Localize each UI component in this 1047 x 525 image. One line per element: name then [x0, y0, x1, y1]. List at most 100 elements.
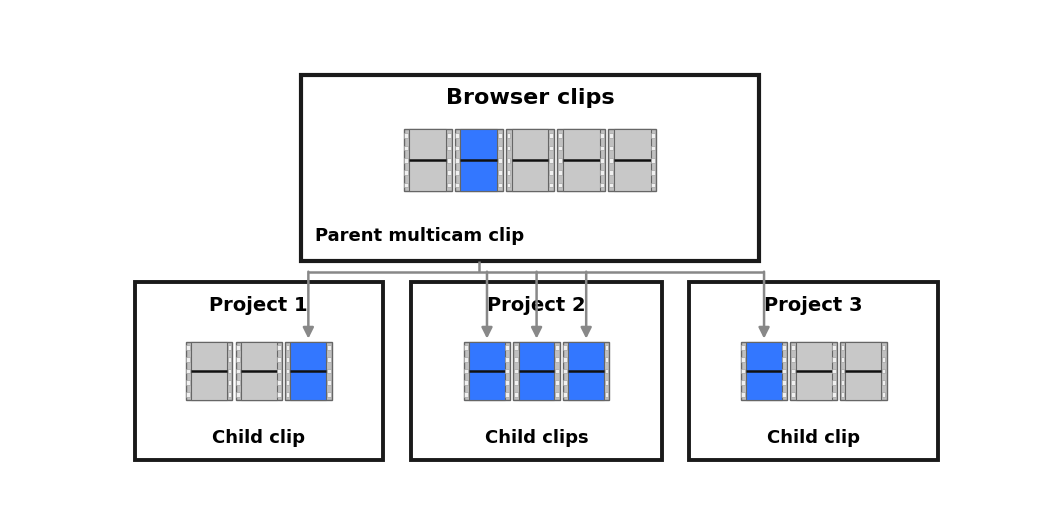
Bar — [514, 392, 517, 397]
Bar — [236, 342, 282, 400]
Text: Child clips: Child clips — [485, 429, 588, 447]
Bar — [277, 381, 281, 385]
Bar — [302, 75, 759, 261]
Bar — [651, 133, 655, 138]
Bar — [241, 342, 276, 400]
Bar — [790, 381, 795, 385]
Bar — [186, 369, 191, 373]
Bar — [186, 381, 191, 385]
Bar — [555, 392, 559, 397]
Bar — [186, 392, 191, 397]
Bar — [790, 369, 795, 373]
Bar — [882, 381, 886, 385]
Bar — [236, 381, 240, 385]
Bar — [832, 357, 836, 362]
Bar — [464, 342, 510, 400]
Bar — [290, 342, 327, 400]
Bar — [558, 145, 561, 150]
Bar — [604, 392, 608, 397]
Bar — [790, 345, 795, 350]
Bar — [498, 183, 502, 187]
Bar — [507, 170, 510, 175]
Bar — [447, 158, 450, 163]
Bar — [286, 381, 289, 385]
Text: Project 2: Project 2 — [487, 296, 586, 316]
Bar — [563, 381, 567, 385]
Text: Browser clips: Browser clips — [446, 88, 615, 108]
Bar — [782, 392, 786, 397]
Bar — [186, 357, 191, 362]
Bar — [455, 133, 460, 138]
Bar — [506, 381, 509, 385]
Bar — [498, 145, 502, 150]
Bar — [469, 342, 505, 400]
Bar — [841, 369, 844, 373]
Bar — [227, 357, 231, 362]
Bar — [549, 183, 553, 187]
Bar — [782, 345, 786, 350]
Bar — [832, 345, 836, 350]
Bar — [285, 342, 332, 400]
Bar — [455, 183, 460, 187]
Text: Child clip: Child clip — [213, 429, 306, 447]
Bar — [549, 133, 553, 138]
Bar — [227, 392, 231, 397]
Bar — [555, 357, 559, 362]
Bar — [498, 170, 502, 175]
Bar — [192, 342, 227, 400]
Bar — [327, 392, 331, 397]
Bar — [741, 345, 745, 350]
Bar — [404, 130, 451, 191]
Bar — [404, 183, 408, 187]
Bar — [514, 369, 517, 373]
Bar — [447, 170, 450, 175]
Bar — [455, 158, 460, 163]
Bar — [741, 381, 745, 385]
Bar — [841, 357, 844, 362]
Bar — [790, 392, 795, 397]
Bar — [882, 392, 886, 397]
Bar — [447, 183, 450, 187]
Bar — [608, 183, 612, 187]
Bar — [277, 369, 281, 373]
Bar — [741, 392, 745, 397]
Bar — [411, 282, 662, 459]
Bar — [608, 158, 612, 163]
Bar — [600, 170, 604, 175]
Bar — [604, 357, 608, 362]
Bar — [464, 345, 468, 350]
Bar — [558, 158, 561, 163]
Bar — [563, 345, 567, 350]
Bar — [409, 130, 446, 191]
Bar — [518, 342, 555, 400]
Bar — [555, 369, 559, 373]
Bar — [882, 357, 886, 362]
Bar — [404, 133, 408, 138]
Bar — [608, 133, 612, 138]
Text: Parent multicam clip: Parent multicam clip — [315, 227, 525, 246]
Bar — [464, 357, 468, 362]
Bar — [227, 369, 231, 373]
Text: Project 1: Project 1 — [209, 296, 308, 316]
Bar — [651, 145, 655, 150]
Bar — [790, 342, 837, 400]
Bar — [327, 369, 331, 373]
Bar — [558, 183, 561, 187]
Bar — [600, 145, 604, 150]
Text: Child clip: Child clip — [767, 429, 861, 447]
Bar — [286, 369, 289, 373]
Bar — [506, 345, 509, 350]
Bar — [600, 183, 604, 187]
Bar — [135, 282, 383, 459]
Bar — [507, 158, 510, 163]
Bar — [558, 170, 561, 175]
Bar — [555, 381, 559, 385]
Bar — [498, 133, 502, 138]
Bar — [327, 381, 331, 385]
Bar — [600, 133, 604, 138]
Bar — [447, 133, 450, 138]
Bar — [447, 145, 450, 150]
Bar — [236, 392, 240, 397]
Bar — [327, 345, 331, 350]
Bar — [236, 357, 240, 362]
